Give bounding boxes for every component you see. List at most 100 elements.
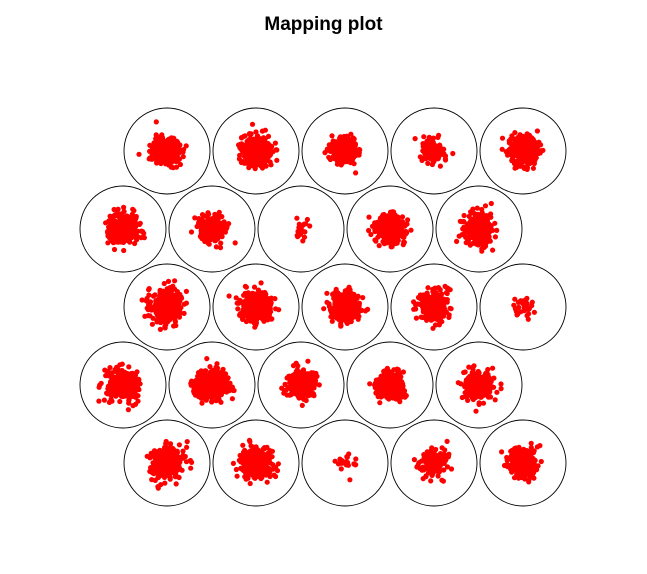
- mapped-point: [432, 322, 439, 328]
- mapped-point: [260, 153, 266, 159]
- mapped-point: [463, 240, 469, 246]
- mapped-point: [111, 246, 118, 253]
- mapped-point: [505, 148, 511, 154]
- mapped-point: [107, 213, 113, 219]
- mapped-point: [126, 392, 132, 398]
- mapped-point: [391, 211, 397, 217]
- mapped-point: [304, 216, 310, 223]
- mapped-point: [183, 288, 189, 294]
- mapped-point: [267, 159, 273, 165]
- mapped-point: [351, 291, 357, 297]
- mapped-point: [164, 141, 170, 147]
- mapped-point: [135, 228, 141, 234]
- mapped-point: [108, 229, 114, 235]
- mapped-point: [177, 142, 183, 148]
- mapped-point: [117, 235, 123, 241]
- mapped-point: [121, 247, 127, 254]
- mapped-point: [479, 206, 485, 213]
- mapped-point: [172, 278, 178, 284]
- mapped-point: [245, 155, 251, 162]
- mapped-point: [474, 205, 480, 211]
- mapped-point: [197, 219, 203, 225]
- mapped-point: [331, 147, 337, 154]
- mapped-point: [488, 200, 494, 207]
- mapped-point: [161, 280, 167, 287]
- mapped-point: [468, 218, 474, 225]
- mapped-point: [492, 234, 498, 240]
- mapped-point: [164, 150, 170, 156]
- mapped-point: [300, 238, 306, 244]
- mapped-point: [431, 144, 437, 150]
- mapped-point: [436, 304, 442, 310]
- mapped-point: [111, 224, 118, 230]
- node-points-r1-c1: [136, 119, 189, 171]
- mapped-point: [213, 244, 219, 250]
- mapped-point: [226, 293, 232, 299]
- mapped-point: [212, 216, 218, 222]
- mapped-point: [466, 227, 472, 233]
- node-circle-r3-c4: [390, 263, 478, 351]
- node-circle-r5-c5: [479, 419, 567, 507]
- mapped-point: [256, 148, 262, 154]
- mapped-point: [168, 297, 174, 303]
- node-points-r4-c2: [188, 356, 237, 406]
- mapped-point: [262, 301, 268, 307]
- mapped-point: [178, 148, 185, 154]
- node-circle-r2-c3: [257, 185, 345, 273]
- mapped-point: [160, 156, 166, 162]
- mapped-point: [337, 152, 343, 158]
- mapped-point: [488, 211, 494, 217]
- mapped-point: [350, 141, 356, 147]
- mapped-point: [260, 135, 266, 141]
- mapped-point: [439, 296, 445, 302]
- mapped-point: [379, 224, 385, 231]
- mapped-point: [266, 153, 273, 159]
- mapped-point: [249, 121, 256, 127]
- mapped-point: [456, 233, 462, 239]
- mapped-point: [525, 132, 531, 138]
- mapped-point: [112, 379, 118, 385]
- mapped-point: [429, 150, 435, 156]
- mapped-point: [147, 313, 153, 319]
- mapped-point: [124, 383, 130, 389]
- mapped-point: [218, 240, 224, 246]
- mapped-point: [175, 148, 181, 154]
- node-circle-r4-c4: [346, 341, 434, 429]
- mapped-point: [251, 284, 258, 290]
- mapped-point: [161, 147, 167, 153]
- node-points-r3-c3: [321, 284, 371, 329]
- mapped-point: [437, 163, 443, 169]
- mapped-point: [119, 361, 125, 367]
- mapped-point: [398, 232, 404, 239]
- mapped-point: [147, 148, 153, 154]
- mapped-point: [173, 307, 179, 313]
- mapped-point: [408, 227, 414, 233]
- mapped-point: [233, 295, 239, 301]
- node-points-r2-c1: [103, 204, 147, 254]
- mapped-point: [242, 133, 248, 139]
- mapped-point: [126, 400, 132, 406]
- mapped-point: [234, 300, 240, 306]
- node-circle-r1-c5: [479, 107, 567, 195]
- mapped-point: [251, 136, 257, 143]
- mapped-point: [126, 378, 132, 384]
- mapped-point: [328, 314, 334, 320]
- node-points-r3-c5: [511, 295, 538, 322]
- mapped-point: [301, 221, 307, 227]
- mapped-point: [538, 142, 544, 148]
- node-points-r3-c4: [411, 283, 454, 331]
- mapped-point: [129, 218, 135, 224]
- mapped-point: [136, 151, 142, 157]
- mapped-point: [141, 230, 147, 236]
- mapped-point: [344, 141, 350, 148]
- mapped-point: [519, 154, 526, 160]
- mapped-point: [115, 206, 121, 212]
- mapped-point: [337, 135, 343, 141]
- mapped-point: [484, 234, 490, 240]
- node-circle-r5-c3: [301, 419, 389, 507]
- mapped-point: [146, 286, 152, 292]
- mapped-point: [154, 158, 160, 164]
- mapped-point: [393, 240, 399, 246]
- mapped-point: [395, 222, 401, 228]
- mapped-point: [417, 154, 423, 160]
